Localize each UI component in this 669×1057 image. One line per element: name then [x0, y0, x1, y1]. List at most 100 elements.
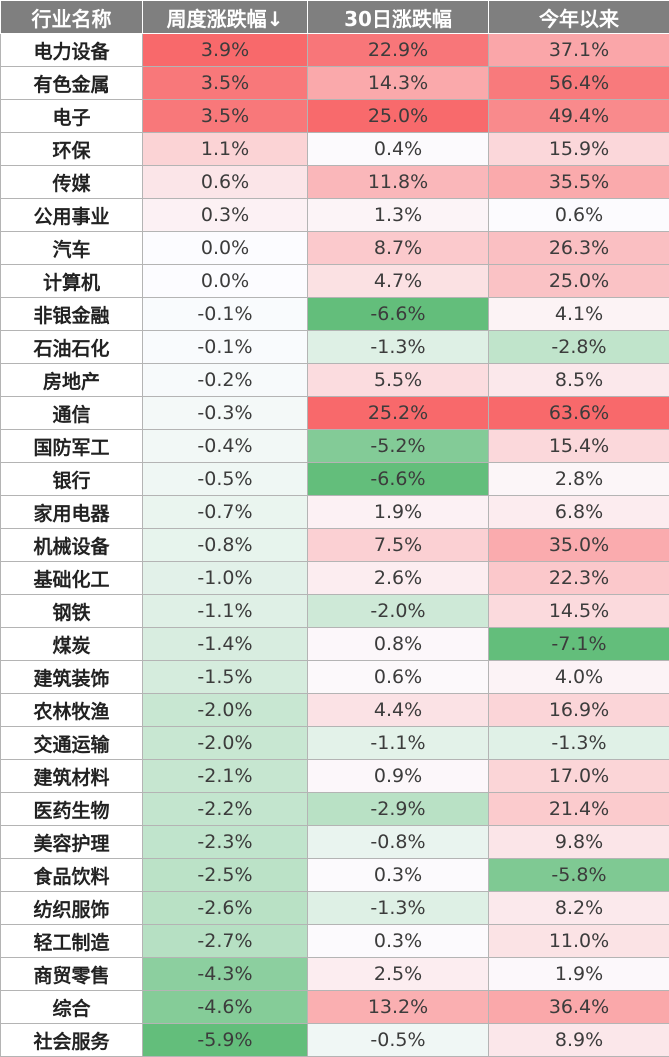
- industry-name-cell: 机械设备: [0, 528, 143, 562]
- 30day-change-cell: -2.9%: [307, 792, 489, 826]
- 30day-change-cell: 25.0%: [307, 99, 489, 133]
- ytd-change-cell: 2.8%: [488, 462, 669, 496]
- industry-name-cell: 银行: [0, 462, 143, 496]
- table-row: 煤炭 -1.4% 0.8% -7.1%: [0, 627, 669, 661]
- industry-name-cell: 非银金融: [0, 297, 143, 331]
- weekly-change-cell: -0.1%: [142, 330, 308, 364]
- ytd-change-cell: 15.9%: [488, 132, 669, 166]
- table-row: 建筑材料 -2.1% 0.9% 17.0%: [0, 759, 669, 793]
- 30day-change-cell: 25.2%: [307, 396, 489, 430]
- weekly-change-cell: -0.4%: [142, 429, 308, 463]
- weekly-change-cell: 1.1%: [142, 132, 308, 166]
- weekly-change-cell: -4.3%: [142, 957, 308, 991]
- ytd-change-cell: 49.4%: [488, 99, 669, 133]
- table-row: 农林牧渔 -2.0% 4.4% 16.9%: [0, 693, 669, 727]
- 30day-change-cell: 0.8%: [307, 627, 489, 661]
- 30day-change-cell: 14.3%: [307, 66, 489, 100]
- weekly-change-cell: -0.5%: [142, 462, 308, 496]
- weekly-change-cell: -2.2%: [142, 792, 308, 826]
- ytd-change-cell: 25.0%: [488, 264, 669, 298]
- 30day-change-cell: 2.6%: [307, 561, 489, 595]
- industry-name-cell: 钢铁: [0, 594, 143, 628]
- ytd-change-cell: 14.5%: [488, 594, 669, 628]
- table-row: 美容护理 -2.3% -0.8% 9.8%: [0, 825, 669, 859]
- weekly-change-cell: 0.6%: [142, 165, 308, 199]
- weekly-change-cell: 3.5%: [142, 99, 308, 133]
- industry-name-cell: 农林牧渔: [0, 693, 143, 727]
- header-industry-name[interactable]: 行业名称: [0, 0, 143, 34]
- 30day-change-cell: 1.3%: [307, 198, 489, 232]
- weekly-change-cell: -1.1%: [142, 594, 308, 628]
- table-row: 环保 1.1% 0.4% 15.9%: [0, 132, 669, 166]
- weekly-change-cell: -0.8%: [142, 528, 308, 562]
- weekly-change-cell: -2.7%: [142, 924, 308, 958]
- industry-name-cell: 轻工制造: [0, 924, 143, 958]
- header-30day-change[interactable]: 30日涨跌幅: [307, 0, 489, 34]
- 30day-change-cell: -2.0%: [307, 594, 489, 628]
- industry-name-cell: 有色金属: [0, 66, 143, 100]
- table-row: 非银金融 -0.1% -6.6% 4.1%: [0, 297, 669, 331]
- 30day-change-cell: 0.6%: [307, 660, 489, 694]
- table-row: 综合 -4.6% 13.2% 36.4%: [0, 990, 669, 1024]
- industry-name-cell: 公用事业: [0, 198, 143, 232]
- weekly-change-cell: 0.0%: [142, 231, 308, 265]
- weekly-change-cell: -2.5%: [142, 858, 308, 892]
- ytd-change-cell: 16.9%: [488, 693, 669, 727]
- 30day-change-cell: 11.8%: [307, 165, 489, 199]
- table-row: 石油石化 -0.1% -1.3% -2.8%: [0, 330, 669, 364]
- table-row: 医药生物 -2.2% -2.9% 21.4%: [0, 792, 669, 826]
- ytd-change-cell: 15.4%: [488, 429, 669, 463]
- ytd-change-cell: 0.6%: [488, 198, 669, 232]
- weekly-change-cell: -0.3%: [142, 396, 308, 430]
- industry-name-cell: 食品饮料: [0, 858, 143, 892]
- table-row: 计算机 0.0% 4.7% 25.0%: [0, 264, 669, 298]
- industry-name-cell: 石油石化: [0, 330, 143, 364]
- ytd-change-cell: -2.8%: [488, 330, 669, 364]
- weekly-change-cell: -5.9%: [142, 1023, 308, 1057]
- table-row: 轻工制造 -2.7% 0.3% 11.0%: [0, 924, 669, 958]
- table-row: 食品饮料 -2.5% 0.3% -5.8%: [0, 858, 669, 892]
- ytd-change-cell: 22.3%: [488, 561, 669, 595]
- 30day-change-cell: 7.5%: [307, 528, 489, 562]
- industry-name-cell: 交通运输: [0, 726, 143, 760]
- ytd-change-cell: 8.9%: [488, 1023, 669, 1057]
- ytd-change-cell: 11.0%: [488, 924, 669, 958]
- industry-name-cell: 综合: [0, 990, 143, 1024]
- weekly-change-cell: 3.9%: [142, 33, 308, 67]
- ytd-change-cell: 1.9%: [488, 957, 669, 991]
- table-row: 基础化工 -1.0% 2.6% 22.3%: [0, 561, 669, 595]
- 30day-change-cell: -1.3%: [307, 330, 489, 364]
- weekly-change-cell: -2.3%: [142, 825, 308, 859]
- industry-name-cell: 建筑装饰: [0, 660, 143, 694]
- 30day-change-cell: 0.9%: [307, 759, 489, 793]
- ytd-change-cell: 8.2%: [488, 891, 669, 925]
- ytd-change-cell: 4.1%: [488, 297, 669, 331]
- table-row: 房地产 -0.2% 5.5% 8.5%: [0, 363, 669, 397]
- weekly-change-cell: 0.3%: [142, 198, 308, 232]
- industry-name-cell: 医药生物: [0, 792, 143, 826]
- table-row: 国防军工 -0.4% -5.2% 15.4%: [0, 429, 669, 463]
- 30day-change-cell: 22.9%: [307, 33, 489, 67]
- weekly-change-cell: -0.2%: [142, 363, 308, 397]
- header-ytd-change[interactable]: 今年以来: [488, 0, 669, 34]
- industry-name-cell: 电子: [0, 99, 143, 133]
- industry-name-cell: 国防军工: [0, 429, 143, 463]
- industry-name-cell: 房地产: [0, 363, 143, 397]
- ytd-change-cell: 35.5%: [488, 165, 669, 199]
- weekly-change-cell: -1.0%: [142, 561, 308, 595]
- 30day-change-cell: 8.7%: [307, 231, 489, 265]
- table-row: 商贸零售 -4.3% 2.5% 1.9%: [0, 957, 669, 991]
- table-row: 钢铁 -1.1% -2.0% 14.5%: [0, 594, 669, 628]
- weekly-change-cell: 3.5%: [142, 66, 308, 100]
- 30day-change-cell: 2.5%: [307, 957, 489, 991]
- ytd-change-cell: 21.4%: [488, 792, 669, 826]
- industry-name-cell: 美容护理: [0, 825, 143, 859]
- 30day-change-cell: 0.3%: [307, 858, 489, 892]
- table-row: 机械设备 -0.8% 7.5% 35.0%: [0, 528, 669, 562]
- header-weekly-change[interactable]: 周度涨跌幅↓: [142, 0, 308, 34]
- ytd-change-cell: -7.1%: [488, 627, 669, 661]
- table-row: 社会服务 -5.9% -0.5% 8.9%: [0, 1023, 669, 1057]
- industry-name-cell: 社会服务: [0, 1023, 143, 1057]
- industry-name-cell: 汽车: [0, 231, 143, 265]
